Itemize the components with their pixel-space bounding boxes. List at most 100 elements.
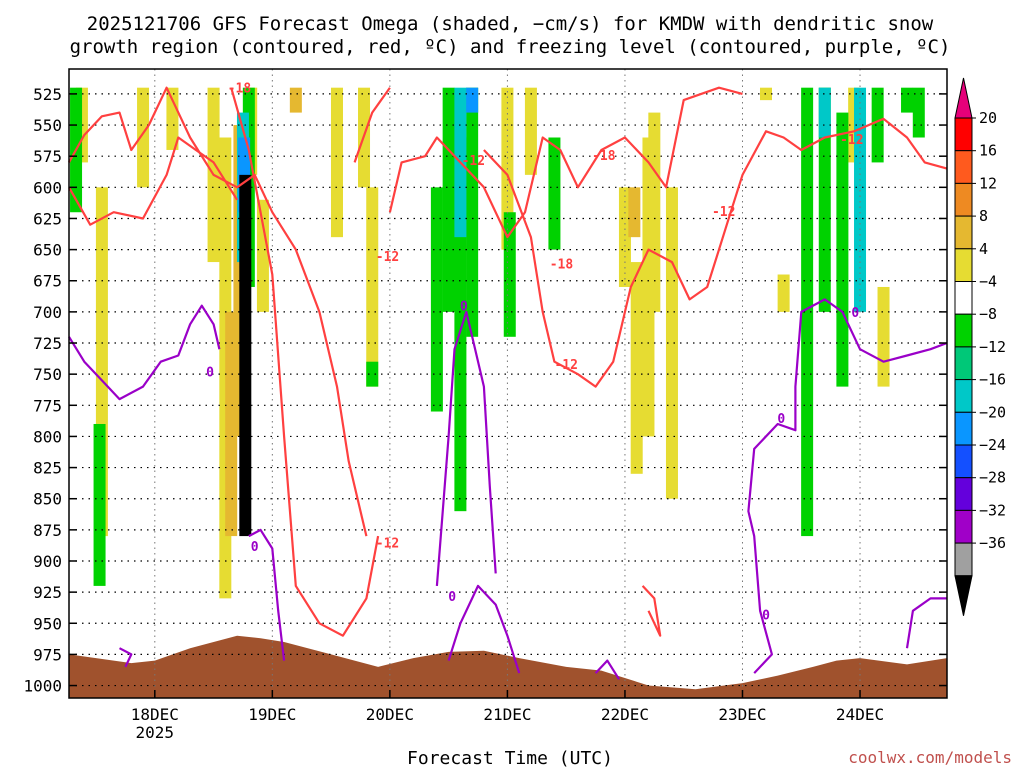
colorbar-segment: [954, 444, 973, 479]
freezing-level-line: [905, 597, 947, 649]
y-tick-label: 900: [33, 552, 62, 571]
omega_teal-cell: [818, 87, 831, 138]
contour-label: 0: [777, 412, 785, 427]
x-tick-label: 24DEC: [836, 705, 884, 724]
omega_yellow-cell: [630, 262, 643, 474]
x-tick-label: 21DEC: [483, 705, 531, 724]
y-tick-label: 925: [33, 583, 62, 602]
colorbar-label: −20: [979, 403, 1006, 421]
omega_green-cell: [430, 187, 443, 412]
y-axis-ticks: 525 550 575 600 625 650 675 700 725 750 775 800 825 8…: [23, 85, 947, 696]
y-tick-label: 775: [33, 396, 62, 415]
colorbar-label: −16: [979, 371, 1006, 389]
colorbar-label: −24: [979, 436, 1006, 454]
x-tick-label: 19DEC: [248, 705, 296, 724]
omega_green-cell: [801, 87, 814, 537]
contour-label: -12: [554, 358, 577, 373]
colorbar-bottom-arrow: [954, 575, 973, 616]
y-tick-label: 625: [33, 209, 62, 228]
y-tick-label: 575: [33, 147, 62, 166]
colorbar-segment: [954, 411, 973, 446]
y-tick-label: 675: [33, 272, 62, 291]
y-tick-label: 700: [33, 303, 62, 322]
y-tick-label: 550: [33, 116, 62, 135]
colorbar-label: −4: [979, 273, 997, 291]
omega_yellow-cell: [366, 187, 379, 387]
omega_orange-cell: [628, 187, 641, 238]
chart-title-line1: 2025121706 GFS Forecast Omega (shaded, −…: [87, 13, 934, 35]
colorbar-label: −12: [979, 338, 1006, 356]
omega_green-cell: [503, 212, 516, 337]
dendritic-contour-line: [641, 585, 662, 637]
contour-label: -18: [228, 82, 252, 97]
omega_yellow-cell: [665, 187, 678, 499]
colorbar-label: 16: [979, 142, 997, 160]
y-tick-label: 750: [33, 365, 62, 384]
colorbar-segment: [954, 117, 973, 152]
omega_green-cell: [871, 87, 884, 163]
omega-shading: [70, 87, 925, 599]
freezing-level-contours: [68, 298, 948, 680]
y-tick-label: 600: [33, 178, 62, 197]
omega_orange-cell: [225, 311, 238, 537]
omega_yellow-cell: [166, 87, 179, 150]
omega_yellow-cell: [777, 274, 790, 312]
omega_green-cell: [442, 87, 455, 312]
omega_green-cell: [466, 87, 479, 337]
omega_yellow-cell: [256, 199, 269, 312]
contour-label: -12: [376, 536, 399, 551]
dendritic-contour-line: [388, 86, 743, 239]
freezing-level-line: [435, 310, 497, 586]
contour-label: 0: [206, 366, 214, 381]
contour-label: -18: [592, 149, 616, 164]
omega_yellow-cell: [524, 87, 537, 175]
colorbar-label: 4: [979, 240, 988, 258]
omega_green-cell: [93, 423, 106, 586]
freezing-level-line: [118, 647, 133, 668]
omega_orange-cell: [289, 87, 302, 113]
freezing-level-line: [248, 528, 286, 661]
y-tick-label: 975: [33, 645, 62, 664]
colorbar-segment: [954, 346, 973, 381]
freezing-level-line: [447, 584, 521, 674]
colorbar-segment: [954, 215, 973, 250]
omega_yellow-cell: [618, 187, 631, 287]
contour-label: -12: [376, 250, 399, 265]
y-tick-label: 800: [33, 427, 62, 446]
omega_yellow-cell: [137, 87, 150, 188]
x-tick-label: 20DEC: [366, 705, 414, 724]
y-tick-label: 725: [33, 334, 62, 353]
dendritic-contour-line: [68, 136, 239, 226]
colorbar-segment: [954, 313, 973, 348]
plot-area: -18 -12 -12 -12 -18 -18 -12 -12 -12 0 0 0 0 0 0 0: [68, 68, 948, 699]
contour-label: -12: [840, 133, 863, 148]
y-tick-label: 950: [33, 614, 62, 633]
colorbar-segment: [954, 182, 973, 217]
y-tick-label: 1000: [23, 677, 62, 696]
x-tick-label: 23DEC: [718, 705, 766, 724]
omega_green-cell: [818, 87, 831, 312]
freezing-level-line: [594, 659, 621, 680]
terrain-area: [69, 635, 947, 698]
x-tick-label: 22DEC: [601, 705, 649, 724]
omega_teal-cell: [854, 87, 867, 312]
omega_yellow-cell: [330, 87, 343, 238]
omega_yellow-cell: [877, 286, 890, 387]
contour-label: -12: [712, 205, 735, 220]
freezing-level-line: [68, 304, 221, 401]
contour-label: -12: [462, 154, 485, 169]
omega_blue-cell: [466, 87, 479, 113]
colorbar-top-arrow: [954, 77, 973, 119]
colorbar-label: 8: [979, 207, 988, 225]
y-tick-label: 875: [33, 521, 62, 540]
dendritic-contour-line: [353, 87, 391, 163]
omega_green-cell: [836, 112, 849, 387]
colorbar-segment: [954, 281, 973, 315]
contour-label: -18: [550, 257, 574, 272]
colorbar-label: 20: [979, 109, 997, 127]
omega_green-cell: [901, 87, 914, 113]
colorbar-label: −36: [979, 534, 1006, 552]
contour-label: 0: [851, 306, 859, 321]
y-tick-label: 850: [33, 490, 62, 509]
colorbar-label: −28: [979, 469, 1006, 487]
